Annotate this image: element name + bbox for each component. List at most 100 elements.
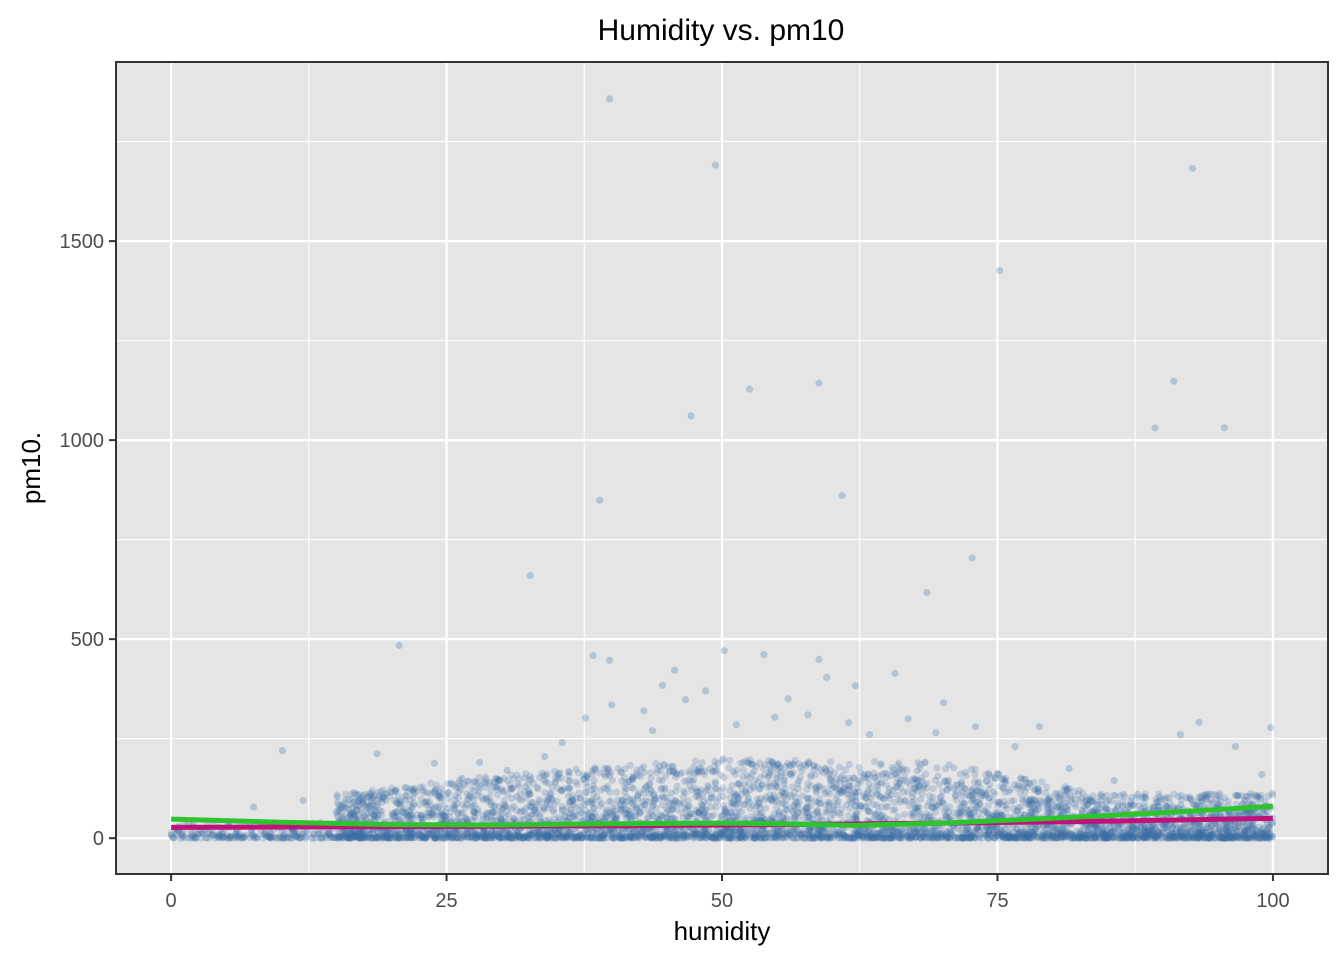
data-point <box>408 830 416 838</box>
data-point <box>913 779 921 787</box>
data-point <box>724 812 732 821</box>
data-point <box>877 829 885 838</box>
data-point <box>468 816 476 824</box>
data-point <box>810 810 818 818</box>
data-point <box>739 827 747 836</box>
data-point <box>609 804 617 812</box>
data-point <box>1061 827 1069 836</box>
data-point <box>944 808 953 816</box>
data-point <box>758 827 766 835</box>
data-point <box>1023 833 1031 841</box>
data-point <box>672 769 680 778</box>
data-point <box>1245 834 1254 842</box>
data-point <box>881 834 889 842</box>
data-point <box>586 833 595 841</box>
data-point <box>1139 792 1148 801</box>
data-point <box>1205 833 1213 841</box>
data-point <box>366 834 374 842</box>
data-point <box>899 788 908 796</box>
data-point <box>919 833 927 841</box>
data-point <box>1215 831 1223 840</box>
data-point <box>1091 824 1099 832</box>
data-point <box>370 834 379 842</box>
data-point <box>574 769 583 777</box>
data-point <box>1024 830 1032 838</box>
data-point <box>397 797 405 805</box>
data-point <box>1078 794 1086 803</box>
data-point <box>937 834 945 842</box>
data-point <box>968 810 976 818</box>
data-point <box>910 811 918 819</box>
data-point <box>1246 822 1254 830</box>
data-point <box>1246 820 1254 828</box>
data-point <box>471 834 479 842</box>
data-point <box>1015 830 1023 838</box>
data-point <box>967 798 976 806</box>
data-point <box>537 833 545 842</box>
data-point <box>835 834 843 842</box>
data-point <box>405 831 413 839</box>
data-point <box>835 763 844 771</box>
data-point <box>626 761 634 770</box>
data-point <box>831 769 839 777</box>
data-point <box>711 785 720 793</box>
data-point <box>627 834 635 842</box>
data-point <box>1150 834 1158 842</box>
data-point <box>471 808 479 816</box>
data-point <box>750 784 758 792</box>
data-point <box>1206 827 1214 835</box>
data-point <box>1195 833 1203 841</box>
data-point <box>400 809 408 817</box>
data-point <box>1185 795 1193 803</box>
data-point <box>1061 833 1069 841</box>
data-point <box>1057 801 1065 809</box>
data-point <box>189 834 198 842</box>
data-point <box>1034 834 1042 842</box>
data-point <box>565 809 573 817</box>
data-point <box>542 799 551 807</box>
data-point <box>570 813 578 821</box>
data-point <box>564 833 572 841</box>
data-point <box>1088 796 1096 804</box>
data-point <box>218 831 226 839</box>
data-point <box>873 789 881 798</box>
data-point <box>399 807 407 815</box>
data-point <box>885 834 893 842</box>
data-point <box>657 812 665 820</box>
data-point <box>871 833 880 842</box>
data-point <box>500 833 508 841</box>
data-point <box>1152 833 1160 841</box>
data-point <box>478 832 486 840</box>
data-point <box>665 767 673 775</box>
data-point <box>1058 830 1066 838</box>
data-point <box>849 833 858 841</box>
data-point <box>356 831 364 839</box>
data-point <box>1042 789 1050 797</box>
data-point <box>406 829 414 837</box>
data-point <box>647 769 655 777</box>
data-point <box>931 776 939 784</box>
data-point <box>680 831 688 839</box>
data-point <box>737 830 746 839</box>
data-point <box>709 811 718 819</box>
data-point <box>919 784 928 792</box>
data-point <box>727 827 735 835</box>
data-point <box>1208 831 1216 840</box>
data-point <box>208 831 216 839</box>
data-point <box>996 812 1005 820</box>
data-point <box>772 781 780 790</box>
data-point <box>1214 800 1222 808</box>
data-point <box>567 797 575 805</box>
data-point <box>189 832 197 840</box>
data-point <box>972 824 981 832</box>
data-point <box>1077 830 1085 838</box>
data-point <box>920 829 928 837</box>
data-point <box>1040 830 1048 838</box>
data-point <box>418 832 426 840</box>
data-point <box>857 802 865 810</box>
data-point <box>639 789 648 798</box>
data-point <box>715 831 723 839</box>
data-point <box>483 794 491 802</box>
data-point <box>1163 832 1171 840</box>
data-point <box>914 807 922 815</box>
